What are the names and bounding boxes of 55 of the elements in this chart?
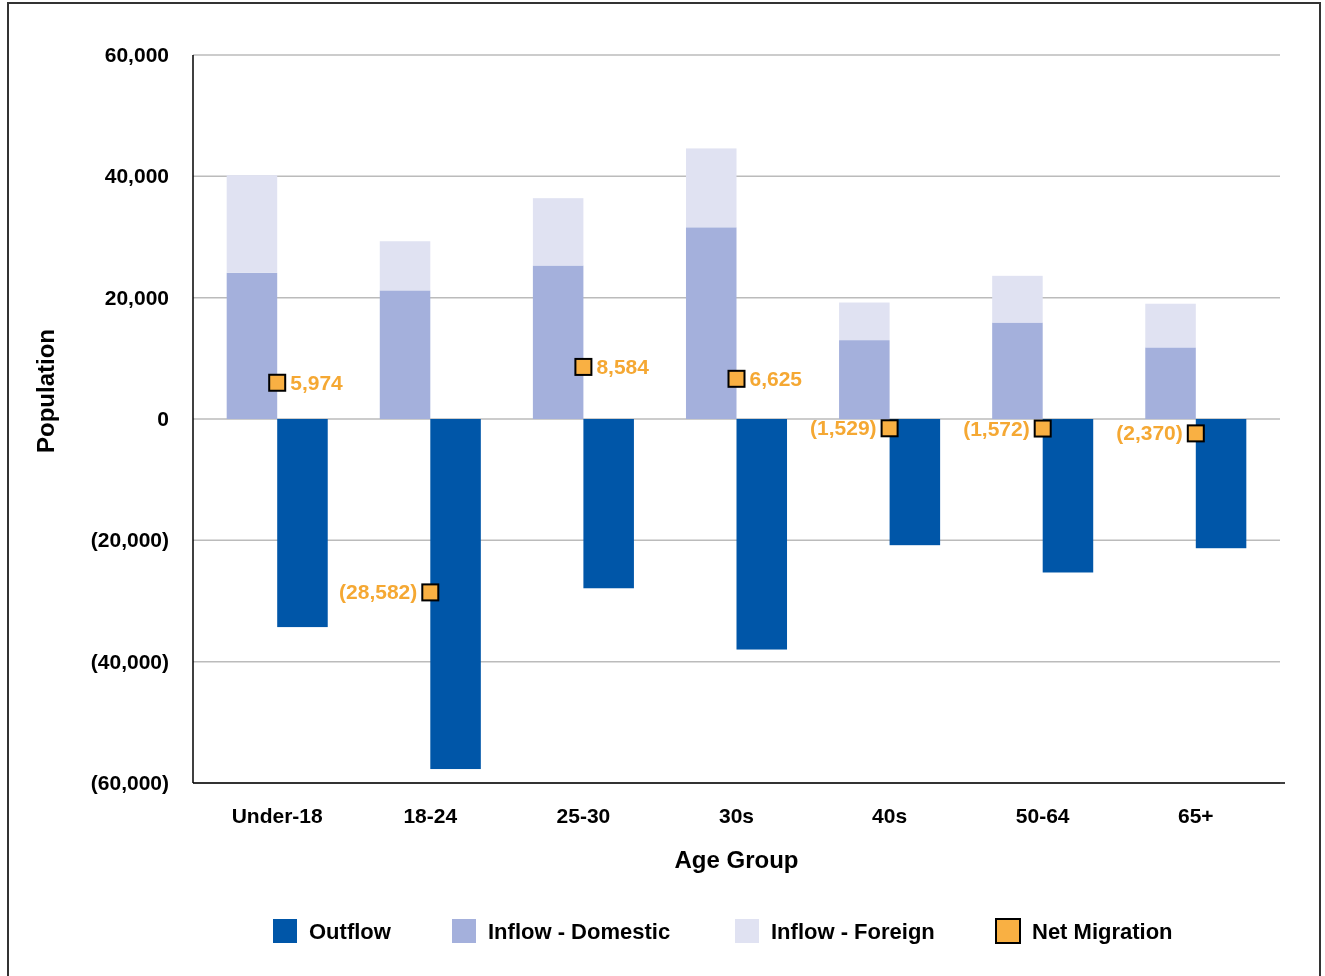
bar <box>839 340 890 419</box>
bar <box>1042 419 1094 573</box>
bar <box>379 290 431 419</box>
data-label: 8,584 <box>596 354 650 378</box>
bar <box>277 419 328 628</box>
data-label: (28,582) <box>339 580 418 604</box>
x-tick-label: Under-18 <box>231 804 324 827</box>
bar <box>226 175 278 273</box>
y-tick-label: 60,000 <box>104 43 169 66</box>
x-tick-label: 18-24 <box>403 804 458 827</box>
legend-label: Net Migration <box>1032 919 1173 944</box>
data-label: (2,370) <box>1116 421 1183 445</box>
bar <box>379 241 431 291</box>
bar <box>889 419 941 546</box>
bar <box>1145 303 1196 348</box>
data-label: (1,572) <box>963 416 1030 440</box>
bar <box>583 419 634 589</box>
y-tick-label: 20,000 <box>104 285 169 309</box>
y-tick-label: (60,000) <box>90 771 169 794</box>
bar <box>736 419 788 650</box>
bar <box>430 419 481 770</box>
legend-label: Inflow - Foreign <box>771 919 935 944</box>
bar <box>992 275 1043 323</box>
point <box>421 583 440 602</box>
point <box>1033 419 1052 438</box>
y-tick-label: (20,000) <box>90 528 169 552</box>
bar <box>1195 419 1247 549</box>
point <box>727 369 746 388</box>
y-axis-title: Population <box>32 329 59 453</box>
bar <box>685 148 737 228</box>
x-tick-label: 65+ <box>1177 804 1214 827</box>
x-tick-label: 25-30 <box>556 804 611 827</box>
point <box>880 419 899 438</box>
y-tick-label: (40,000) <box>90 649 169 673</box>
legend-label: Outflow <box>309 919 392 944</box>
point <box>1186 424 1205 443</box>
data-label: 5,974 <box>290 370 344 394</box>
bar <box>532 265 584 419</box>
data-label: (1,529) <box>810 416 877 440</box>
point <box>268 373 287 392</box>
point <box>574 357 593 376</box>
bar <box>992 322 1043 419</box>
x-tick-label: 30s <box>718 804 755 827</box>
bar <box>226 272 278 419</box>
data-label: 6,625 <box>749 366 803 390</box>
bar <box>1145 347 1196 419</box>
x-axis-title: Age Group <box>674 846 799 873</box>
x-tick-label: 40s <box>872 804 908 827</box>
bar <box>532 198 584 266</box>
x-tick-label: 50-64 <box>1015 804 1070 827</box>
bar <box>685 227 737 419</box>
y-tick-label: 0 <box>157 407 169 430</box>
bar <box>839 302 890 341</box>
legend-label: Inflow - Domestic <box>488 919 671 944</box>
y-tick-label: 40,000 <box>104 164 169 188</box>
